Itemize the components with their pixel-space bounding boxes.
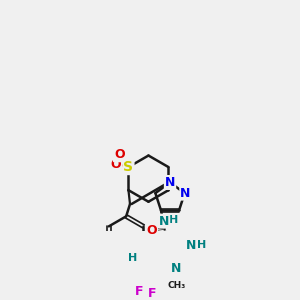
Text: N: N [170, 262, 181, 275]
Text: N: N [165, 176, 175, 189]
Text: O: O [114, 148, 124, 161]
Text: F: F [148, 287, 156, 300]
Text: F: F [135, 286, 144, 298]
Text: S: S [124, 160, 134, 174]
Text: N: N [159, 214, 169, 228]
Text: N: N [180, 187, 190, 200]
Text: H: H [169, 215, 179, 225]
Text: O: O [146, 224, 157, 237]
Text: H: H [197, 240, 206, 250]
Text: H: H [128, 253, 137, 263]
Text: CH₃: CH₃ [168, 281, 186, 290]
Text: N: N [186, 239, 196, 252]
Polygon shape [138, 260, 146, 267]
Text: O: O [111, 158, 122, 170]
